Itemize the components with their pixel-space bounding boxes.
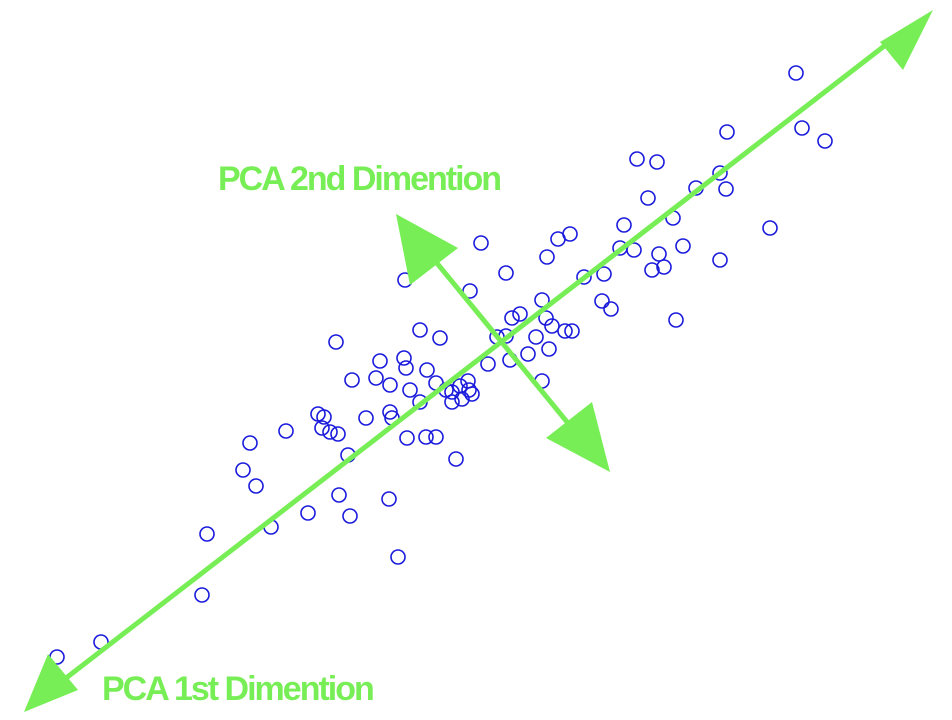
data-point xyxy=(616,217,632,233)
data-point xyxy=(504,310,520,326)
data-point xyxy=(432,330,448,346)
data-point xyxy=(498,265,514,281)
data-point xyxy=(342,508,358,524)
data-point xyxy=(235,462,251,478)
data-point xyxy=(640,190,656,206)
data-point xyxy=(358,410,374,426)
data-point xyxy=(428,429,444,445)
data-point xyxy=(396,350,412,366)
data-point xyxy=(541,341,557,357)
pc2-label: PCA 2nd Dimention xyxy=(218,160,502,198)
pc1-arrowhead-lower-left xyxy=(24,654,78,712)
data-point xyxy=(344,372,360,388)
data-point xyxy=(399,430,415,446)
data-point xyxy=(651,246,667,262)
data-point xyxy=(539,249,555,265)
data-point xyxy=(328,334,344,350)
scatter-points xyxy=(49,65,833,665)
data-point xyxy=(596,266,612,282)
pc2-arrowhead-upper-left xyxy=(396,214,458,285)
data-point xyxy=(372,353,388,369)
data-point xyxy=(719,124,735,140)
data-point xyxy=(649,154,665,170)
data-point xyxy=(278,423,294,439)
data-point xyxy=(557,323,573,339)
data-point xyxy=(718,181,734,197)
data-point xyxy=(314,420,330,436)
pc1-label: PCA 1st Dimention xyxy=(102,670,375,708)
data-point xyxy=(316,409,332,425)
data-point xyxy=(419,362,435,378)
data-point xyxy=(464,386,480,402)
data-point xyxy=(330,426,346,442)
pc2-axis-line xyxy=(415,237,593,453)
data-point xyxy=(629,151,645,167)
data-point xyxy=(576,269,592,285)
data-point xyxy=(668,312,684,328)
data-point xyxy=(473,235,489,251)
data-point xyxy=(454,391,470,407)
pc1-axis-line xyxy=(45,27,908,695)
data-point xyxy=(594,293,610,309)
data-point xyxy=(194,587,210,603)
data-point xyxy=(788,65,804,81)
pc1-arrowhead-upper-right xyxy=(880,10,933,70)
data-point xyxy=(242,435,258,451)
data-point xyxy=(248,478,264,494)
data-point xyxy=(564,323,580,339)
data-point xyxy=(300,505,316,521)
data-point xyxy=(520,346,536,362)
data-point xyxy=(412,322,428,338)
data-point xyxy=(794,120,810,136)
pc2-arrowhead-lower-right xyxy=(546,402,610,472)
data-point xyxy=(199,526,215,542)
data-point xyxy=(331,487,347,503)
data-point xyxy=(528,329,544,345)
data-point xyxy=(644,262,660,278)
data-point xyxy=(762,220,778,236)
data-point xyxy=(538,310,554,326)
data-point xyxy=(390,549,406,565)
data-point xyxy=(398,360,414,376)
data-point xyxy=(817,133,833,149)
data-point xyxy=(402,382,418,398)
data-point xyxy=(512,306,528,322)
pca-arrows xyxy=(24,10,933,712)
data-point xyxy=(461,382,477,398)
data-point xyxy=(712,165,728,181)
data-point xyxy=(382,404,398,420)
data-point xyxy=(544,318,560,334)
data-point xyxy=(534,292,550,308)
data-point xyxy=(448,451,464,467)
data-point xyxy=(603,301,619,317)
data-point xyxy=(381,491,397,507)
data-point xyxy=(382,377,398,393)
data-point xyxy=(656,259,672,275)
data-point xyxy=(418,429,434,445)
data-point xyxy=(480,356,496,372)
data-point xyxy=(322,424,338,440)
data-point xyxy=(712,252,728,268)
data-point xyxy=(675,238,691,254)
data-point xyxy=(444,394,460,410)
data-point xyxy=(368,370,384,386)
data-point xyxy=(626,242,642,258)
data-point xyxy=(550,231,566,247)
